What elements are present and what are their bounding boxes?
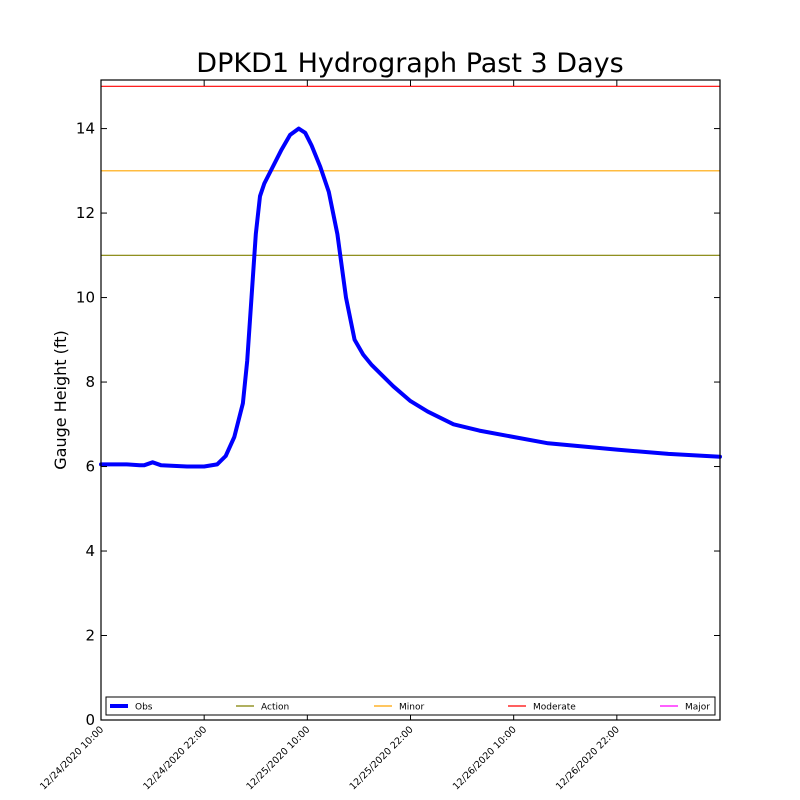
x-tick-label: 12/25/2020 10:00 [244, 724, 312, 792]
legend-label-obs: Obs [135, 703, 153, 713]
y-tick-label: 8 [85, 373, 95, 391]
x-tick-label: 12/26/2020 22:00 [554, 724, 622, 792]
legend-label-moderate: Moderate [533, 703, 576, 713]
y-tick-label: 12 [76, 204, 95, 222]
y-tick-label: 10 [76, 289, 95, 307]
x-tick-label: 12/25/2020 22:00 [348, 724, 416, 792]
y-tick-label: 0 [85, 711, 95, 729]
legend: Obs Action Minor Moderate Major [105, 696, 716, 716]
legend-label-action: Action [261, 703, 289, 713]
legend-box [105, 696, 716, 716]
y-tick-label: 4 [85, 542, 95, 560]
plot-area: 0 2 4 6 8 10 12 14 12/24/2020 10:00 12/24/2020 22… [38, 79, 722, 792]
series-line-obs [99, 126, 722, 469]
y-tick-label: 2 [85, 627, 95, 645]
legend-label-major: Major [685, 703, 710, 713]
y-tick-label: 14 [76, 120, 95, 138]
y-tick-label: 6 [85, 458, 95, 476]
chart-title: DPKD1 Hydrograph Past 3 Days [196, 48, 623, 79]
x-tick-label: 12/24/2020 22:00 [141, 724, 209, 792]
legend-label-minor: Minor [399, 703, 424, 713]
x-tick-label: 12/24/2020 10:00 [38, 724, 106, 792]
x-tick-label: 12/26/2020 10:00 [451, 724, 519, 792]
y-axis-label: Gauge Height (ft) [51, 330, 70, 470]
